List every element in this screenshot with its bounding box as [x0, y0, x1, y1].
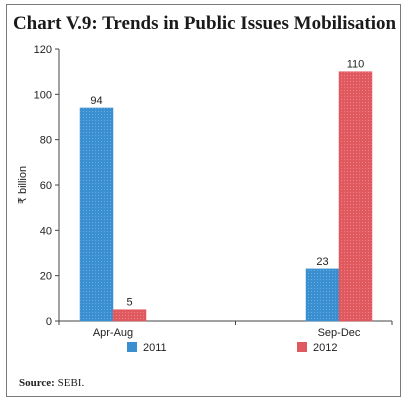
- bar-2012-Apr-Aug: [112, 309, 147, 322]
- x-tick-label: Sep-Dec: [318, 327, 361, 339]
- y-tick-label: 60: [40, 180, 52, 192]
- bar-chart: 0 20 40 60 80 100 120 ₹ billion Apr-Aug 94 5 Sep-De…: [17, 44, 393, 354]
- x-tick-label: Apr-Aug: [93, 327, 133, 339]
- bar-2011-Apr-Aug: [79, 107, 114, 322]
- y-tick-label: 100: [34, 89, 52, 101]
- y-axis-label: ₹ billion: [17, 166, 29, 204]
- bar-2011-Sep-Dec: [305, 268, 340, 322]
- data-label: 5: [126, 297, 132, 309]
- y-tick-label: 80: [40, 135, 52, 147]
- y-tick-label: 40: [40, 225, 52, 237]
- source-text: SEBI.: [57, 377, 85, 389]
- data-label: 23: [316, 256, 328, 268]
- legend-swatch-2011: [127, 342, 137, 352]
- y-tick-label: 20: [40, 271, 52, 283]
- legend-label-2012: 2012: [313, 342, 337, 354]
- data-label: 94: [90, 95, 102, 107]
- bar-2012-Sep-Dec: [338, 71, 373, 322]
- source-label: Source:: [19, 377, 55, 389]
- chart-title: Chart V.9: Trends in Public Issues Mobil…: [12, 13, 397, 34]
- legend-label-2011: 2011: [143, 342, 167, 354]
- source-note: Source: SEBI.: [19, 377, 84, 389]
- y-tick-label: 0: [46, 316, 52, 328]
- legend-swatch-2012: [297, 342, 307, 352]
- chart-frame: Chart V.9: Trends in Public Issues Mobil…: [6, 4, 401, 397]
- data-label: 110: [347, 59, 365, 71]
- y-tick-label: 120: [34, 44, 52, 56]
